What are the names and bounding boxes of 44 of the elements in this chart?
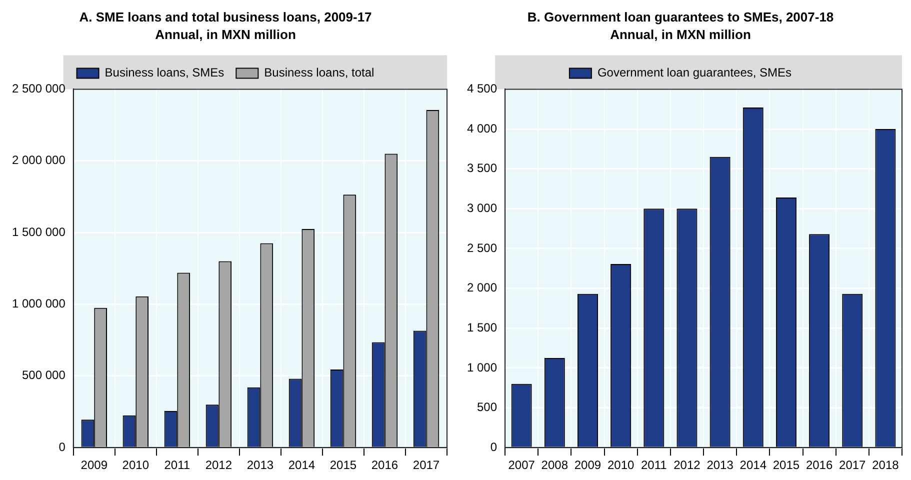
x-tick-label: 2007 xyxy=(508,458,536,472)
x-tick-label: 2010 xyxy=(607,458,634,472)
y-tick-label: 4 500 xyxy=(467,82,498,96)
x-tick-label: 2013 xyxy=(706,458,734,472)
y-tick-label: 1 500 000 xyxy=(12,224,66,239)
x-tick-label: 2012 xyxy=(205,458,232,472)
x-tick-label: 2012 xyxy=(674,458,701,472)
y-tick-label: 1 500 xyxy=(467,320,498,334)
y-tick-label: 2 500 000 xyxy=(12,82,66,96)
chart-subtitle: Annual, in MXN million xyxy=(610,26,751,42)
y-tick-label: 500 xyxy=(477,400,498,414)
x-tick-label: 2008 xyxy=(541,458,568,472)
legend-label: Government loan guarantees, SMEs xyxy=(597,66,792,80)
x-tick-label: 2014 xyxy=(288,458,316,472)
y-tick-label: 500 000 xyxy=(22,368,66,382)
x-tick-label: 2015 xyxy=(772,458,800,472)
x-tick-label: 2013 xyxy=(246,458,274,472)
y-tick-label: 0 xyxy=(490,440,498,454)
legend-label: Business loans, total xyxy=(264,66,374,80)
y-tick-label: 3 000 xyxy=(467,200,498,215)
x-tick-label: 2018 xyxy=(872,458,900,472)
legend-label: Business loans, SMEs xyxy=(104,66,224,80)
y-tick-label: 1 000 000 xyxy=(12,296,66,311)
x-tick-label: 2011 xyxy=(164,458,190,472)
chart-title: A. SME loans and total business loans, 2009-17 xyxy=(79,9,372,24)
y-tick-label: 3 500 xyxy=(467,161,498,176)
x-tick-label: 2017 xyxy=(839,458,866,472)
x-tick-label: 2014 xyxy=(740,458,767,472)
chart-title: B. Government loan guarantees to SMEs, 2007-18 xyxy=(527,9,834,24)
y-tick-label: 2 000 xyxy=(467,280,498,295)
y-tick-label: 4 000 xyxy=(467,121,498,136)
x-tick-label: 2015 xyxy=(330,458,357,472)
y-tick-label: 0 xyxy=(58,440,66,454)
x-tick-label: 2009 xyxy=(80,458,108,472)
x-tick-label: 2010 xyxy=(122,458,150,472)
y-tick-label: 1 000 xyxy=(467,360,498,374)
chart-subtitle: Annual, in MXN million xyxy=(155,26,296,42)
x-tick-label: 2016 xyxy=(806,458,833,472)
x-tick-label: 2017 xyxy=(412,458,440,472)
x-tick-label: 2009 xyxy=(574,458,602,472)
x-tick-label: 2016 xyxy=(371,458,398,472)
x-tick-label: 2011 xyxy=(640,458,668,472)
y-tick-label: 2 500 xyxy=(467,240,498,255)
y-tick-label: 2 000 000 xyxy=(12,153,66,168)
